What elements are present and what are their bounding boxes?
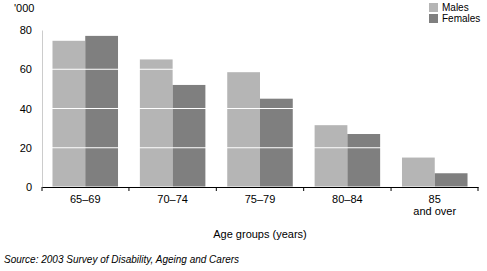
bar <box>315 125 348 187</box>
grid-line <box>42 108 478 109</box>
grid-line <box>42 147 478 148</box>
bar <box>227 72 260 187</box>
x-tick-label: 70–74 <box>157 193 188 205</box>
grid-line <box>42 69 478 70</box>
bar <box>85 36 118 187</box>
x-tick: 75–79 <box>245 187 276 205</box>
boundary-tick <box>391 187 392 191</box>
x-axis-title: Age groups (years) <box>213 228 307 240</box>
boundary-tick <box>303 187 304 191</box>
y-tick-label: 60 <box>20 63 32 75</box>
source-note: Source: 2003 Survey of Disability, Agein… <box>4 254 239 265</box>
boundary-tick <box>128 187 129 191</box>
x-boundary-ticks <box>42 187 478 191</box>
y-tick-label: 0 <box>26 181 32 193</box>
grid-line <box>42 187 478 188</box>
y-tick-label: 20 <box>20 142 32 154</box>
bar <box>173 85 206 187</box>
boundary-tick <box>42 187 43 191</box>
y-tick: 80 <box>20 24 42 36</box>
x-tick: 65–69 <box>70 187 101 205</box>
bar <box>52 41 85 187</box>
y-axis: 0 20 40 60 80 <box>20 24 43 193</box>
x-tick: 85and over <box>413 187 456 217</box>
x-tick-label: 65–69 <box>70 193 101 205</box>
y-tick-label: 40 <box>20 103 32 115</box>
bar <box>140 59 173 187</box>
legend-swatch <box>429 14 438 23</box>
legend-label: Females <box>442 13 480 24</box>
legend: MalesFemales <box>429 2 480 24</box>
x-axis-line <box>43 187 479 188</box>
bar <box>347 134 380 187</box>
bar <box>260 99 293 187</box>
y-axis-title: '000 <box>14 2 34 14</box>
bar <box>435 173 468 187</box>
boundary-tick <box>478 187 479 191</box>
y-tick-label: 80 <box>20 24 32 36</box>
y-tick: 20 <box>20 142 42 154</box>
grid-line <box>42 30 478 31</box>
boundary-tick <box>216 187 217 191</box>
bar-series <box>85 36 467 187</box>
x-tick-label: 85and over <box>413 193 456 218</box>
legend-label: Males <box>442 2 469 13</box>
plot-area <box>42 30 478 187</box>
x-tick-label: 80–84 <box>332 193 363 205</box>
chart: 0 20 40 60 80 65–69 70–74 75–79 80–84 85and over '… <box>0 0 487 271</box>
grid <box>42 30 478 187</box>
y-tick: 40 <box>20 103 42 115</box>
x-axis: 65–69 70–74 75–79 80–84 85and over <box>43 187 479 217</box>
y-axis-line <box>42 31 43 188</box>
x-tick: 70–74 <box>157 187 188 205</box>
y-tick: 0 <box>26 181 42 193</box>
x-tick: 80–84 <box>332 187 363 205</box>
x-tick-label: 75–79 <box>245 193 276 205</box>
y-tick: 60 <box>20 63 42 75</box>
legend-swatch <box>429 3 438 12</box>
bar <box>402 158 435 187</box>
